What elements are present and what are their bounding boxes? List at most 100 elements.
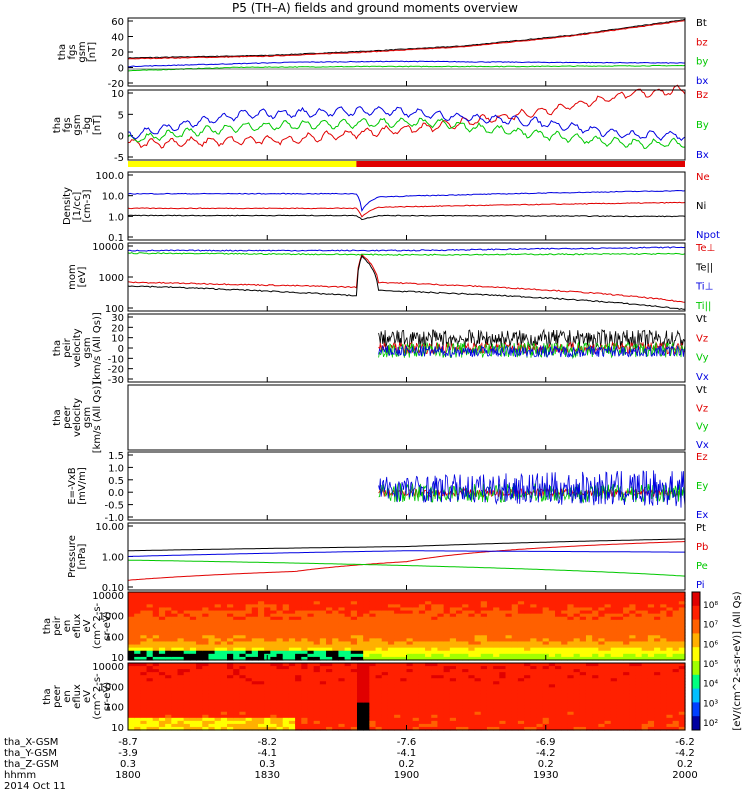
- spectrogram-cell: [660, 610, 668, 615]
- spectrogram-cell: [437, 613, 445, 618]
- spectrogram-cell: [375, 696, 383, 701]
- spectrogram-cell: [257, 601, 265, 605]
- spectrogram-cell: [257, 622, 265, 627]
- spectrogram-cell: [264, 601, 271, 605]
- spectrogram-cell: [598, 647, 606, 652]
- spectrogram-cell: [505, 601, 513, 605]
- spectrogram-cell: [511, 647, 519, 652]
- spectrogram-cell: [313, 663, 321, 667]
- spectrogram-cell: [214, 666, 222, 670]
- spectrogram-cell: [214, 607, 222, 612]
- spectrogram-cell: [616, 638, 624, 643]
- spectrogram-cell: [604, 601, 612, 605]
- spectrogram-cell: [604, 607, 612, 612]
- spectrogram-cell: [654, 629, 661, 633]
- spectrogram-cell: [158, 629, 166, 633]
- spectrogram-cell: [474, 647, 482, 652]
- spectrogram-cell: [208, 653, 216, 658]
- spectrogram-cell: [350, 647, 358, 652]
- spectrogram-cell: [542, 681, 550, 685]
- spectrogram-cell: [307, 595, 315, 599]
- fgs-field-trace-bz: [127, 20, 686, 60]
- spectrogram-cell: [561, 641, 569, 646]
- spectrogram-cell: [183, 687, 191, 692]
- spectrogram-cell: [251, 641, 259, 646]
- spectrogram-cell: [629, 681, 637, 685]
- spectrogram-cell: [654, 604, 661, 609]
- spectrogram-cell: [344, 610, 352, 615]
- spectrogram-cell: [344, 705, 352, 710]
- spectrogram-cell: [555, 723, 562, 728]
- spectrogram-cell: [326, 619, 333, 624]
- spectrogram-cell: [387, 690, 395, 695]
- spectrogram-cell: [431, 717, 439, 722]
- spectrogram-cell: [128, 663, 135, 667]
- spectrogram-cell: [474, 726, 482, 731]
- spectrogram-cell: [165, 687, 172, 692]
- spectrogram-cell: [567, 610, 575, 615]
- spectrogram-cell: [641, 626, 649, 630]
- spectrogram-cell: [604, 650, 612, 655]
- spectrogram-cell: [319, 619, 327, 624]
- spectrogram-cell: [456, 619, 463, 624]
- spectrogram-cell: [245, 626, 253, 630]
- spectrogram-cell: [239, 622, 247, 627]
- spectrogram-cell: [344, 595, 352, 599]
- spectrogram-cell: [598, 699, 606, 704]
- spectrogram-cell: [128, 644, 135, 649]
- spectrogram-cell: [313, 647, 321, 652]
- spectrogram-cell: [146, 644, 154, 649]
- spectrogram-cell: [282, 684, 290, 688]
- spectrogram-cell: [604, 635, 612, 639]
- spectrogram-cell: [437, 656, 445, 661]
- spectrogram-cell: [381, 681, 389, 685]
- spectrogram-cell: [425, 653, 432, 658]
- spectrogram-cell: [505, 613, 513, 618]
- spectrogram-cell: [616, 601, 624, 605]
- spectrogram-cell: [307, 619, 315, 624]
- spectrogram-cell: [369, 705, 377, 710]
- spectrogram-cell: [214, 635, 222, 639]
- spectrogram-cell: [177, 644, 185, 649]
- spectrogram-cell: [585, 635, 593, 639]
- spectrogram-cell: [623, 644, 630, 649]
- spectrogram-cell: [233, 705, 240, 710]
- spectrogram-cell: [381, 650, 389, 655]
- spectrogram-cell: [282, 681, 290, 685]
- spectrogram-cell: [635, 653, 643, 658]
- spectrogram-cell: [567, 714, 575, 719]
- spectrogram-cell: [245, 702, 253, 707]
- spectrogram-cell: [493, 687, 500, 692]
- spectrogram-cell: [524, 601, 531, 605]
- spectrogram-cell: [431, 604, 439, 609]
- spectrogram-cell: [276, 607, 284, 612]
- spectrogram-cell: [517, 635, 525, 639]
- spectrogram-cell: [567, 720, 575, 725]
- spectrogram-cell: [660, 663, 668, 667]
- spectrogram-cell: [462, 666, 469, 670]
- spectrogram-cell: [177, 681, 185, 685]
- spectrogram-cell: [443, 613, 451, 618]
- spectrogram-cell: [332, 610, 340, 615]
- spectrogram-cell: [332, 720, 340, 725]
- spectrogram-cell: [678, 699, 686, 704]
- spectrogram-cell: [356, 610, 364, 615]
- spectrogram-cell: [431, 595, 439, 599]
- spectrogram-cell: [295, 601, 302, 605]
- spectrogram-cell: [480, 638, 488, 643]
- spectrogram-cell: [251, 696, 259, 701]
- fgs-field-ytick-label: 60: [111, 17, 124, 28]
- electron-velocity-ylabel: peer: [62, 405, 73, 429]
- spectrogram-cell: [530, 629, 538, 633]
- spectrogram-cell: [140, 616, 148, 621]
- spectrogram-cell: [573, 601, 581, 605]
- spectrogram-cell: [456, 641, 463, 646]
- spectrogram-cell: [623, 607, 630, 612]
- spectrogram-cell: [196, 607, 203, 612]
- spectrogram-cell: [295, 666, 302, 670]
- spectrogram-cell: [629, 619, 637, 624]
- spectrogram-cell: [214, 656, 222, 661]
- spectrogram-cell: [338, 684, 346, 688]
- efield-ytick-label: 0.0: [108, 488, 124, 499]
- spectrogram-cell: [134, 616, 141, 621]
